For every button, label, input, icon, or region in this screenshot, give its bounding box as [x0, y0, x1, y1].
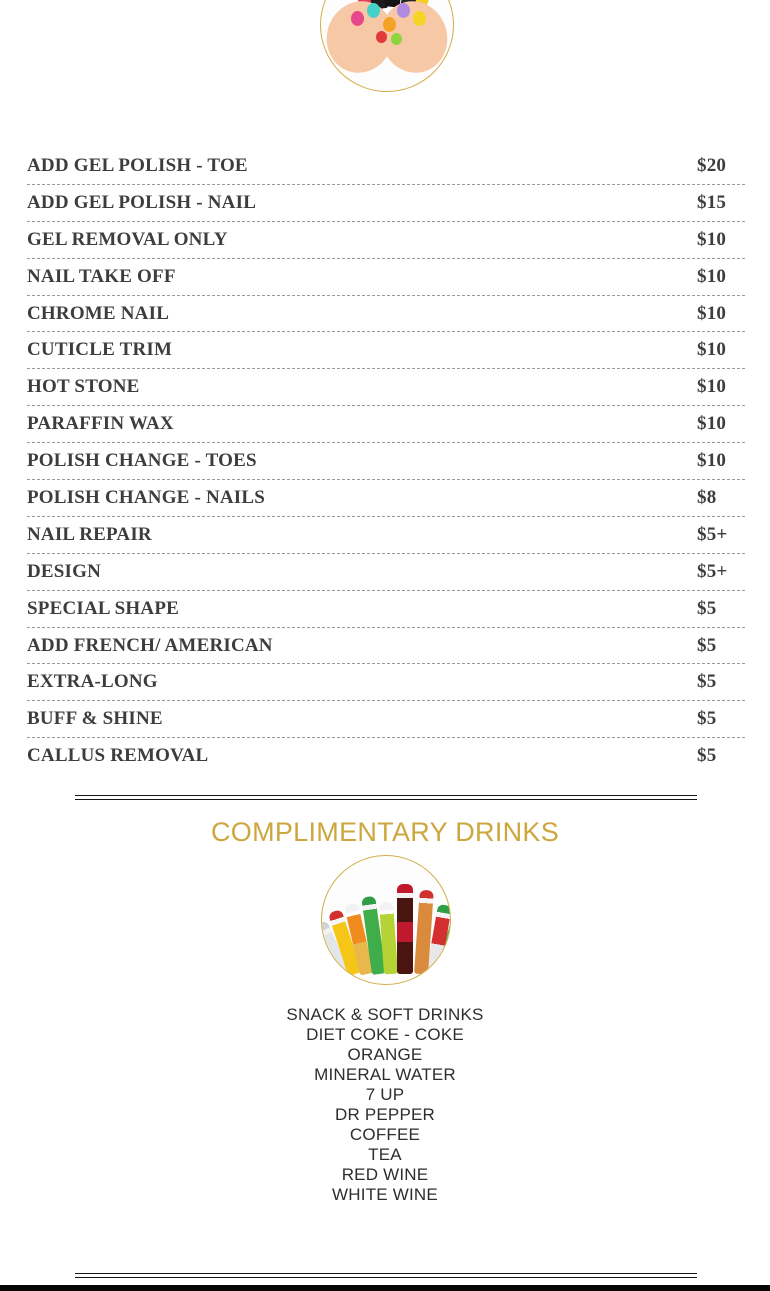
service-row: SPECIAL SHAPE $5 [27, 591, 745, 628]
service-price: $5 [697, 597, 717, 619]
service-price: $10 [697, 376, 727, 398]
service-row: NAIL REPAIR $5+ [27, 517, 745, 554]
service-row: NAIL TAKE OFF $10 [27, 259, 745, 296]
service-row: ADD GEL POLISH - TOE $20 [27, 148, 745, 185]
service-name: CHROME NAIL [27, 302, 170, 324]
service-row: BUFF & SHINE $5 [27, 701, 745, 739]
service-name: NAIL REPAIR [27, 523, 152, 545]
service-row: POLISH CHANGE - TOES $10 [27, 443, 745, 481]
service-name: NAIL TAKE OFF [27, 265, 176, 287]
service-name: ADD GEL POLISH - NAIL [27, 191, 257, 213]
painted-nail [383, 17, 396, 32]
service-row: POLISH CHANGE - NAILS $8 [27, 480, 745, 517]
drink-item: SNACK & SOFT DRINKS [286, 1005, 484, 1024]
painted-nail [413, 11, 426, 26]
service-name: DESIGN [27, 560, 102, 582]
service-name: ADD GEL POLISH - TOE [27, 154, 248, 176]
painted-nail [391, 33, 402, 45]
painted-nail [367, 3, 380, 18]
service-price: $8 [697, 486, 717, 508]
drink-item: MINERAL WATER [314, 1065, 456, 1084]
service-price: $10 [697, 413, 727, 435]
service-row: DESIGN $5+ [27, 554, 745, 591]
service-price: $5 [697, 634, 717, 656]
drinks-section-title: COMPLIMENTARY DRINKS [210, 817, 560, 847]
service-row: CALLUS REMOVAL $5 [27, 738, 745, 774]
nail-polish-photo [320, 0, 454, 92]
service-name: EXTRA-LONG [27, 671, 158, 693]
drink-item: WHITE WINE [332, 1185, 438, 1204]
bottom-black-bar [0, 1285, 770, 1291]
service-name: POLISH CHANGE - TOES [27, 450, 257, 472]
service-name: POLISH CHANGE - NAILS [27, 486, 266, 508]
service-row: CUTICLE TRIM $10 [27, 332, 745, 370]
service-name: SPECIAL SHAPE [27, 597, 180, 619]
service-price: $5+ [697, 560, 728, 582]
drinks-list: SNACK & SOFT DRINKS DIET COKE - COKE ORA… [0, 1005, 770, 1205]
service-row: EXTRA-LONG $5 [27, 664, 745, 702]
service-name: GEL REMOVAL ONLY [27, 228, 228, 250]
service-name: HOT STONE [27, 376, 140, 398]
services-price-list: ADD GEL POLISH - TOE $20 ADD GEL POLISH … [27, 148, 745, 774]
service-row: ADD FRENCH/ AMERICAN $5 [27, 628, 745, 665]
service-name: ADD FRENCH/ AMERICAN [27, 634, 273, 656]
service-price: $5+ [697, 523, 728, 545]
service-price: $10 [697, 228, 727, 250]
service-row: HOT STONE $10 [27, 369, 745, 407]
service-price: $20 [697, 154, 727, 176]
service-price: $5 [697, 745, 717, 767]
drink-item: RED WINE [341, 1165, 429, 1184]
painted-nail [351, 11, 364, 26]
painted-nail [397, 3, 410, 18]
drink-item: TEA [368, 1145, 402, 1164]
service-row: PARAFFIN WAX $10 [27, 406, 745, 444]
drink-item: DIET COKE - COKE [306, 1025, 464, 1044]
drink-item: DR PEPPER [334, 1105, 436, 1124]
service-price: $5 [697, 708, 717, 730]
service-row: CHROME NAIL $10 [27, 296, 745, 333]
soda-bottles-photo [321, 855, 451, 985]
painted-nail [376, 31, 387, 43]
drink-item: COFFEE [349, 1125, 421, 1144]
service-price: $10 [697, 450, 727, 472]
service-price: $15 [697, 191, 727, 213]
section-divider [75, 795, 697, 800]
section-divider-bottom [75, 1273, 697, 1278]
service-name: CALLUS REMOVAL [27, 745, 209, 767]
service-name: BUFF & SHINE [27, 708, 163, 730]
drink-item: 7 UP [365, 1085, 405, 1104]
drink-item: ORANGE [347, 1045, 423, 1064]
service-name: CUTICLE TRIM [27, 339, 173, 361]
service-row: ADD GEL POLISH - NAIL $15 [27, 185, 745, 222]
service-price: $10 [697, 302, 727, 324]
service-row: GEL REMOVAL ONLY $10 [27, 222, 745, 259]
soda-bottle [397, 884, 413, 974]
service-price: $10 [697, 265, 727, 287]
service-price: $5 [697, 671, 717, 693]
service-name: PARAFFIN WAX [27, 413, 174, 435]
service-price: $10 [697, 339, 727, 361]
